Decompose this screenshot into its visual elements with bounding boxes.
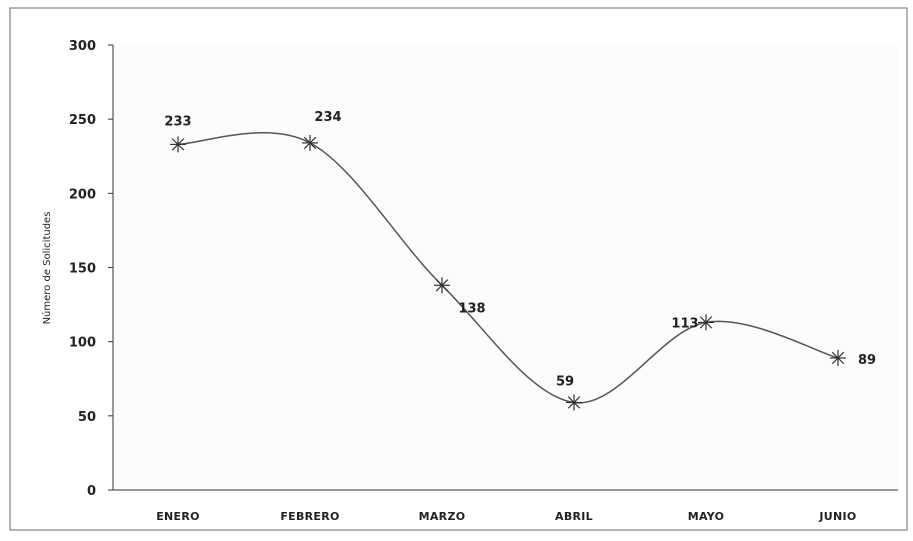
markers [170, 134, 846, 411]
data-labels: 233 234 138 59 113 89 [164, 110, 876, 390]
y-tick-label: 0 [87, 484, 96, 499]
data-label: 138 [458, 301, 485, 316]
data-point-marker [434, 277, 450, 294]
y-tick-label: 100 [69, 336, 96, 351]
data-label: 234 [314, 110, 341, 125]
y-tick-label: 250 [69, 113, 96, 128]
x-tick-label: JUNIO [818, 510, 856, 523]
y-ticks: 0 50 100 150 200 250 300 [69, 39, 113, 499]
data-label: 89 [858, 353, 876, 368]
x-tick-label: FEBRERO [280, 510, 339, 523]
y-tick-label: 300 [69, 39, 96, 54]
plot-area [113, 45, 898, 490]
x-tick-label: MARZO [419, 510, 466, 523]
data-point-marker [302, 134, 318, 151]
y-tick-label: 200 [69, 187, 96, 202]
x-tick-label: ABRIL [555, 510, 593, 523]
data-point-marker [170, 136, 186, 153]
x-ticks: ENERO FEBRERO MARZO ABRIL MAYO JUNIO [156, 510, 856, 523]
data-point-marker [698, 314, 714, 331]
x-tick-label: ENERO [156, 510, 200, 523]
x-tick-label: MAYO [688, 510, 725, 523]
data-point-marker [830, 349, 846, 366]
data-label: 59 [556, 374, 574, 389]
data-label: 233 [164, 114, 191, 129]
y-tick-label: 150 [69, 262, 96, 277]
y-tick-label: 50 [78, 410, 96, 425]
y-axis-title: Número de Solicitudes [41, 212, 53, 325]
data-label: 113 [671, 316, 698, 331]
data-point-marker [566, 394, 582, 411]
